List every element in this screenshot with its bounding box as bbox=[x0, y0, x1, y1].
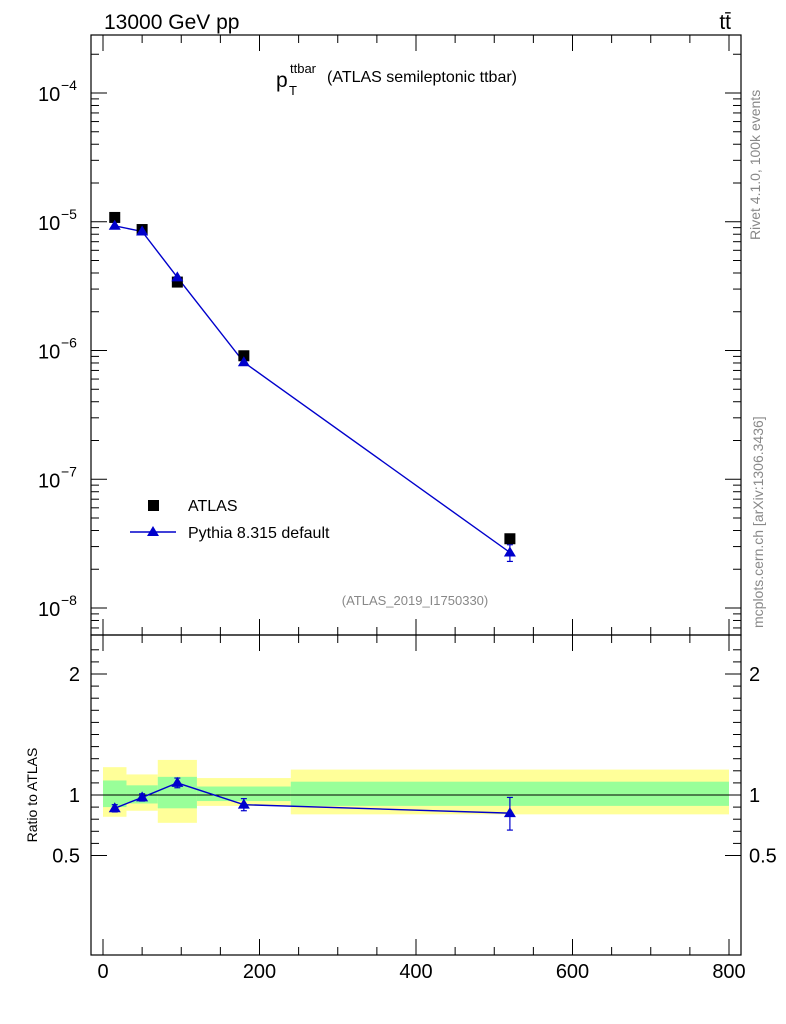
atlas-point bbox=[109, 211, 121, 223]
ratio-plot-panel: 0.5 0.5 1 1 2 2 0 200 400 600 800 Ratio to ATLAS bbox=[24, 634, 777, 983]
pythia-point bbox=[108, 219, 121, 230]
main-y-tick-labels: 10−810−710−610−510−4 bbox=[38, 77, 77, 621]
main-y-tick-label: 10 bbox=[38, 84, 60, 106]
analysis-label: (ATLAS_2019_I1750330) bbox=[342, 593, 488, 608]
main-y-tick-exponent: −6 bbox=[61, 335, 77, 351]
rivet-label: Rivet 4.1.0, 100k events bbox=[747, 90, 763, 240]
x-tick-label: 800 bbox=[712, 961, 745, 983]
x-tick-label: 0 bbox=[97, 961, 108, 983]
ratio-y-axis-label: Ratio to ATLAS bbox=[24, 748, 40, 843]
legend-atlas-marker bbox=[148, 500, 159, 511]
atlas-point bbox=[238, 350, 250, 362]
pythia-series-line bbox=[114, 225, 511, 554]
main-series-layer bbox=[108, 211, 516, 563]
x-tick-label: 200 bbox=[243, 961, 276, 983]
process-label: tt̄ bbox=[719, 11, 731, 34]
main-y-tick-label: 10 bbox=[38, 599, 60, 621]
ratio-point bbox=[108, 802, 121, 813]
ratio-y-tick-label-left: 0.5 bbox=[52, 846, 80, 868]
ratio-axis-ticks bbox=[91, 635, 741, 955]
main-y-tick-label: 10 bbox=[38, 213, 60, 235]
main-y-tick-exponent: −7 bbox=[61, 463, 77, 479]
title-sub: T bbox=[289, 83, 297, 98]
main-y-tick-exponent: −4 bbox=[61, 77, 77, 93]
ratio-y-tick-label-left: 2 bbox=[69, 664, 80, 686]
ratio-y-tick-label-right: 0.5 bbox=[749, 846, 777, 868]
pythia-point bbox=[171, 271, 184, 282]
ratio-point bbox=[237, 798, 250, 809]
ratio-y-tick-label-right: 2 bbox=[749, 664, 760, 686]
main-y-tick-exponent: −5 bbox=[61, 206, 77, 222]
main-y-tick-exponent: −8 bbox=[61, 592, 77, 608]
ratio-point bbox=[136, 791, 149, 802]
ratio-y-tick-labels: 0.5 0.5 1 1 2 2 bbox=[52, 664, 777, 868]
main-axis-ticks bbox=[91, 35, 741, 635]
pythia-point bbox=[136, 225, 149, 236]
pythia-point bbox=[237, 356, 250, 367]
legend-pythia-label: Pythia 8.315 default bbox=[188, 525, 330, 542]
ratio-band-green bbox=[103, 780, 127, 808]
x-tick-labels: 0 200 400 600 800 bbox=[97, 961, 745, 983]
legend: ATLAS Pythia 8.315 default bbox=[130, 498, 330, 542]
ratio-point bbox=[171, 776, 184, 787]
title-sup: ttbar bbox=[290, 61, 317, 76]
main-plot-panel: 10−810−710−610−510−4 p ttbar T (ATLAS se… bbox=[38, 34, 742, 636]
legend-atlas-label: ATLAS bbox=[188, 498, 238, 515]
x-tick-label: 400 bbox=[399, 961, 432, 983]
ratio-uncertainty-bands bbox=[103, 759, 729, 823]
x-tick-label: 600 bbox=[556, 961, 589, 983]
mcplots-label: mcplots.cern.ch [arXiv:1306.3436] bbox=[750, 416, 766, 628]
title-rest: (ATLAS semileptonic ttbar) bbox=[327, 69, 517, 86]
atlas-point bbox=[171, 276, 183, 288]
main-y-tick-label: 10 bbox=[38, 342, 60, 364]
ratio-y-tick-label-right: 1 bbox=[749, 785, 760, 807]
energy-label: 13000 GeV pp bbox=[104, 11, 239, 34]
atlas-point bbox=[504, 533, 516, 545]
ratio-frame bbox=[90, 634, 742, 956]
main-y-tick-label: 10 bbox=[38, 470, 60, 492]
legend-pythia-marker bbox=[147, 526, 159, 536]
ratio-y-tick-label-left: 1 bbox=[69, 785, 80, 807]
main-frame bbox=[90, 34, 742, 636]
ratio-series-layer bbox=[108, 776, 516, 831]
title-p: p bbox=[276, 69, 288, 92]
ratio-point bbox=[503, 807, 516, 818]
pythia-point bbox=[503, 546, 516, 557]
